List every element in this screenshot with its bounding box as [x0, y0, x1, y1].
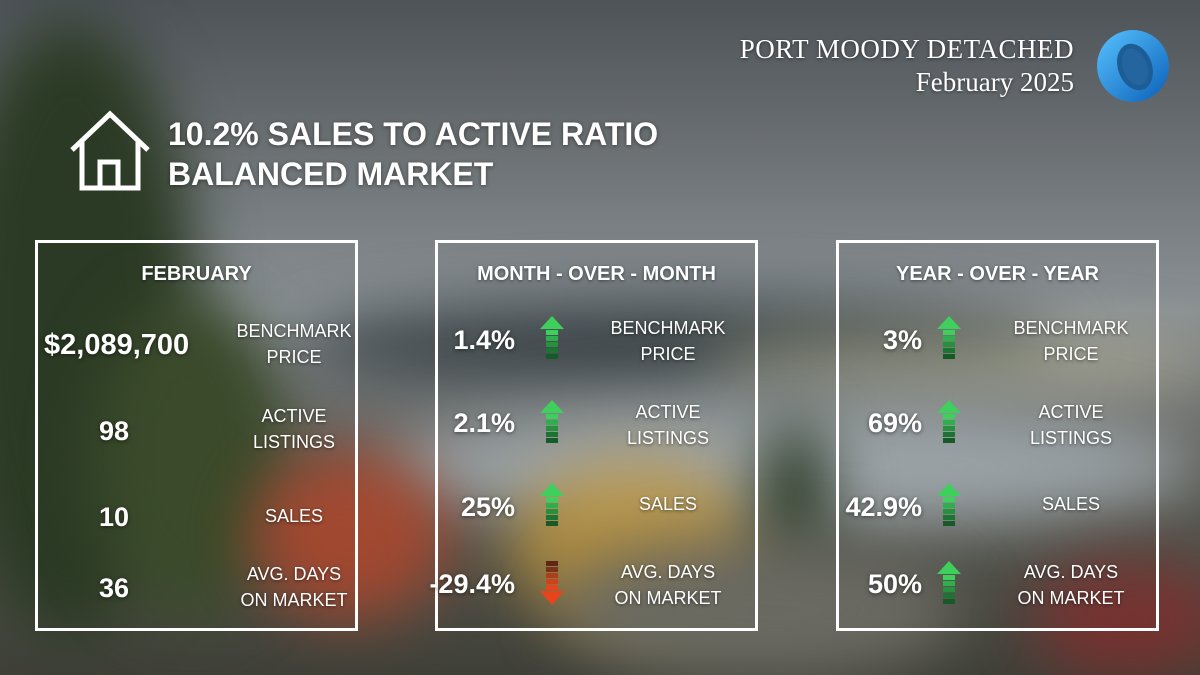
panel-year-over-year: YEAR - OVER - YEAR 3% BENCHMARK PRICE 69… [836, 240, 1159, 631]
days-label: AVG. DAYS ON MARKET [224, 561, 364, 613]
headline-ratio: 10.2% SALES TO ACTIVE RATIO [168, 116, 659, 152]
sales-label: SALES [1041, 494, 1101, 514]
benchmark-value: $2,089,700 [44, 329, 190, 361]
label-line: ON MARKET [614, 588, 722, 608]
sales-label: SALES [264, 506, 324, 526]
benchmark-change: 1.4% [453, 325, 515, 355]
active-label: ACTIVE LISTINGS [1001, 399, 1141, 451]
panel-month-over-month: MONTH - OVER - MONTH 1.4% BENCHMARK PRIC… [429, 240, 758, 631]
active-change: 2.1% [453, 408, 515, 438]
label-line: ACTIVE [261, 406, 327, 426]
label-line: LISTINGS [626, 428, 710, 448]
benchmark-label: BENCHMARK PRICE [224, 318, 364, 370]
benchmark-label: BENCHMARK PRICE [598, 315, 738, 367]
arrow-up-icon [937, 483, 961, 527]
label-line: AVG. DAYS [620, 562, 716, 582]
sales-value: 10 [98, 502, 130, 532]
brand-block: PORT MOODY DETACHED February 2025 [740, 34, 1074, 98]
label-line: PRICE [640, 344, 696, 364]
arrow-up-icon [937, 316, 961, 360]
headline-market: BALANCED MARKET [168, 156, 494, 192]
label-line: ACTIVE [635, 402, 701, 422]
arrow-up-icon [540, 483, 564, 527]
days-change: 50% [867, 569, 922, 599]
panel-february: FEBRUARY $2,089,700 BENCHMARK PRICE 98 A… [35, 240, 358, 631]
label-line: PRICE [1043, 344, 1099, 364]
house-icon [70, 110, 150, 191]
days-value: 36 [98, 573, 130, 603]
active-label: ACTIVE LISTINGS [598, 399, 738, 451]
sales-change: 42.9% [845, 492, 922, 522]
label-line: BENCHMARK [236, 321, 352, 341]
panel-title: YEAR - OVER - YEAR [896, 263, 1099, 285]
label-line: ON MARKET [1017, 588, 1125, 608]
label-line: ACTIVE [1038, 402, 1104, 422]
benchmark-label: BENCHMARK PRICE [1001, 315, 1141, 367]
brand-title: PORT MOODY DETACHED [739, 34, 1074, 64]
label-line: BENCHMARK [1013, 318, 1129, 338]
label-line: AVG. DAYS [246, 564, 342, 584]
arrow-up-icon [937, 400, 961, 444]
active-label: ACTIVE LISTINGS [224, 403, 364, 455]
panel-title: FEBRUARY [141, 263, 252, 285]
arrow-up-icon [540, 400, 564, 444]
brand-date: February 2025 [915, 67, 1074, 97]
label-line: LISTINGS [252, 432, 336, 452]
days-label: AVG. DAYS ON MARKET [598, 559, 738, 611]
label-line: LISTINGS [1029, 428, 1113, 448]
days-change: -29.4% [429, 569, 515, 599]
headline: 10.2% SALES TO ACTIVE RATIO BALANCED MAR… [168, 114, 658, 194]
active-change: 69% [867, 408, 922, 438]
label-line: ON MARKET [240, 590, 348, 610]
arrow-up-icon [540, 316, 564, 360]
days-label: AVG. DAYS ON MARKET [1001, 559, 1141, 611]
active-value: 98 [98, 416, 130, 446]
label-line: AVG. DAYS [1023, 562, 1119, 582]
label-line: BENCHMARK [610, 318, 726, 338]
panel-title: MONTH - OVER - MONTH [477, 263, 716, 285]
sales-change: 25% [460, 492, 515, 522]
arrow-up-icon [937, 561, 961, 605]
arrow-down-icon [540, 561, 564, 605]
label-line: PRICE [266, 347, 322, 367]
sales-label: SALES [638, 494, 698, 514]
benchmark-change: 3% [882, 325, 922, 355]
brand-logo-ring-icon [1097, 30, 1169, 102]
